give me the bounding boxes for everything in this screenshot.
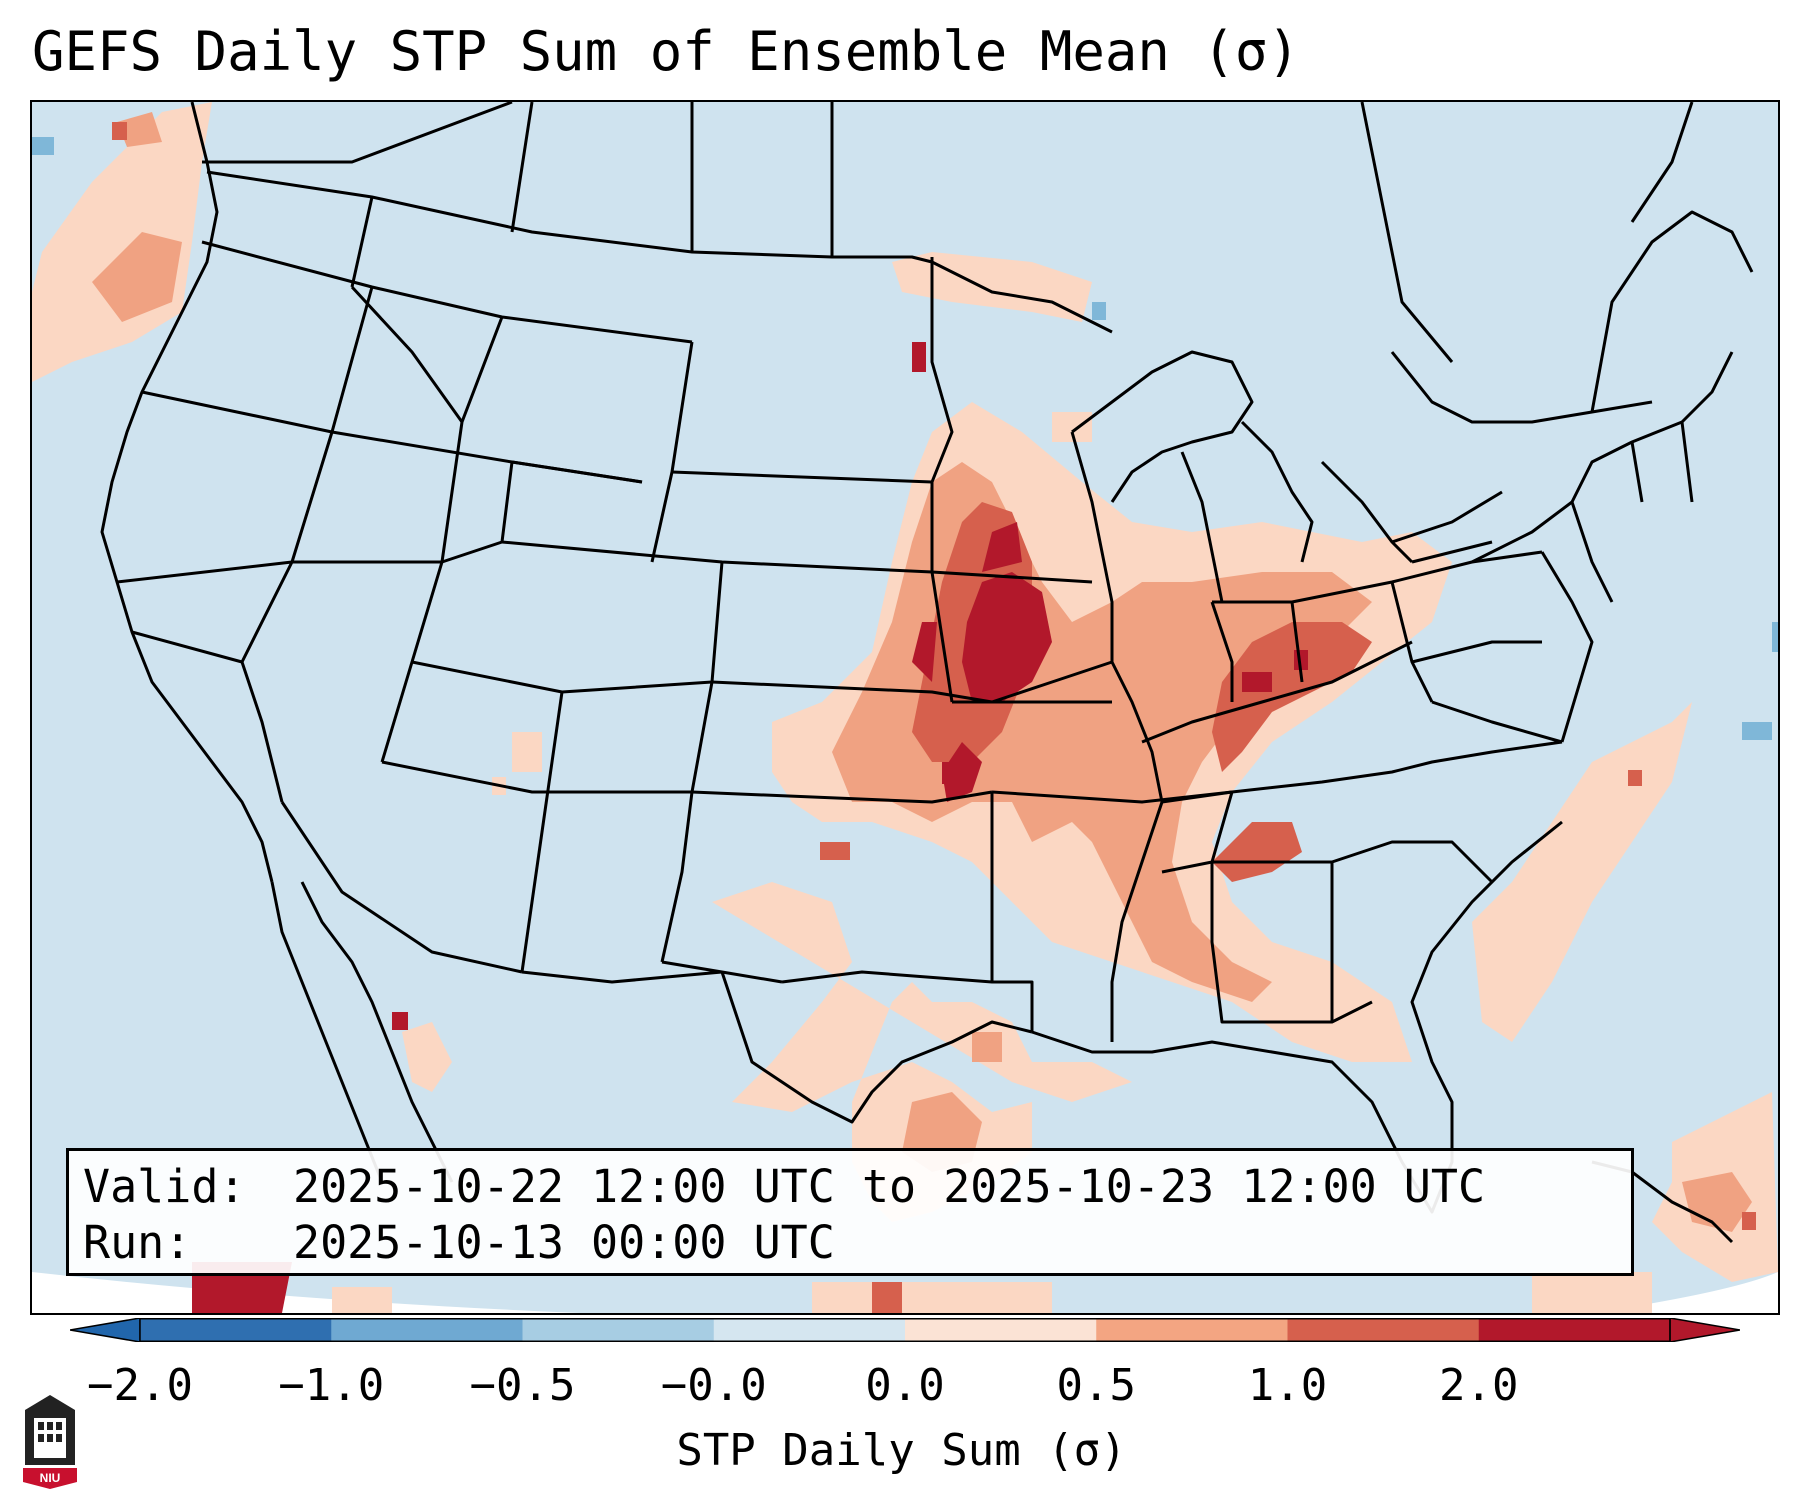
university-seal-icon: NIU: [23, 1395, 77, 1489]
valid-run-box: Valid: 2025-10-22 12:00 UTC to 2025-10-23…: [66, 1148, 1634, 1276]
stp-region-gulf: [712, 882, 1132, 1222]
colorbar-tick-label: 0.5: [1056, 1360, 1136, 1411]
colorbar: [70, 1318, 1740, 1342]
stp-region-pnw: [32, 102, 212, 382]
outside-projection: [32, 1272, 581, 1313]
colorbar-segment: [1096, 1318, 1288, 1342]
colorbar-tick-label: 2.0: [1439, 1360, 1519, 1411]
stp-region-max: [962, 572, 1052, 702]
colorbar-label: STP Daily Sum (σ): [676, 1425, 1127, 1476]
colorbar-ticks: −2.0 −1.0 −0.5 −0.0 0.0 0.5 1.0 2.0: [0, 1360, 1803, 1420]
run-label: Run:: [83, 1216, 192, 1269]
map-title: GEFS Daily STP Sum of Ensemble Mean (σ): [32, 20, 1300, 83]
colorbar-segment: [331, 1318, 523, 1342]
stp-field: [32, 102, 1778, 1313]
valid-label: Valid:: [83, 1160, 246, 1213]
colorbar-under-extend: [70, 1318, 141, 1342]
colorbar-segment: [1287, 1318, 1480, 1342]
coastline-west: [100, 102, 274, 883]
map-panel: [30, 100, 1780, 1315]
border-texas: [720, 971, 1033, 1124]
colorbar-segment: [522, 1318, 715, 1342]
run-line: Run: 2025-10-13 00:00 UTC: [83, 1215, 1617, 1271]
colorbar-tick-label: −0.0: [660, 1360, 767, 1411]
colorbar-tick-label: −2.0: [87, 1360, 193, 1411]
great-lakes: [1071, 350, 1254, 503]
boundaries: [100, 102, 1754, 1244]
logo-text: NIU: [40, 1471, 61, 1485]
valid-value: 2025-10-22 12:00 UTC to 2025-10-23 12:00…: [293, 1160, 1486, 1213]
valid-line: Valid: 2025-10-22 12:00 UTC to 2025-10-23…: [83, 1159, 1617, 1215]
colorbar-tick-label: −0.5: [469, 1360, 576, 1411]
colorbar-segment: [1478, 1318, 1671, 1342]
colorbar-segment: [140, 1318, 332, 1342]
colorbar-outline: [139, 1318, 1671, 1342]
border-canada: [202, 102, 513, 164]
stp-map: [32, 102, 1778, 1313]
colorbar-segment: [905, 1318, 1097, 1342]
colorbar-segment: [713, 1318, 906, 1342]
colorbar-tick-label: 1.0: [1247, 1360, 1328, 1411]
colorbar-tick-label: −1.0: [278, 1360, 385, 1411]
colorbar-over-extend: [1669, 1318, 1740, 1342]
run-value: 2025-10-13 00:00 UTC: [293, 1216, 835, 1269]
colorbar-tick-label: 0.0: [865, 1360, 945, 1411]
